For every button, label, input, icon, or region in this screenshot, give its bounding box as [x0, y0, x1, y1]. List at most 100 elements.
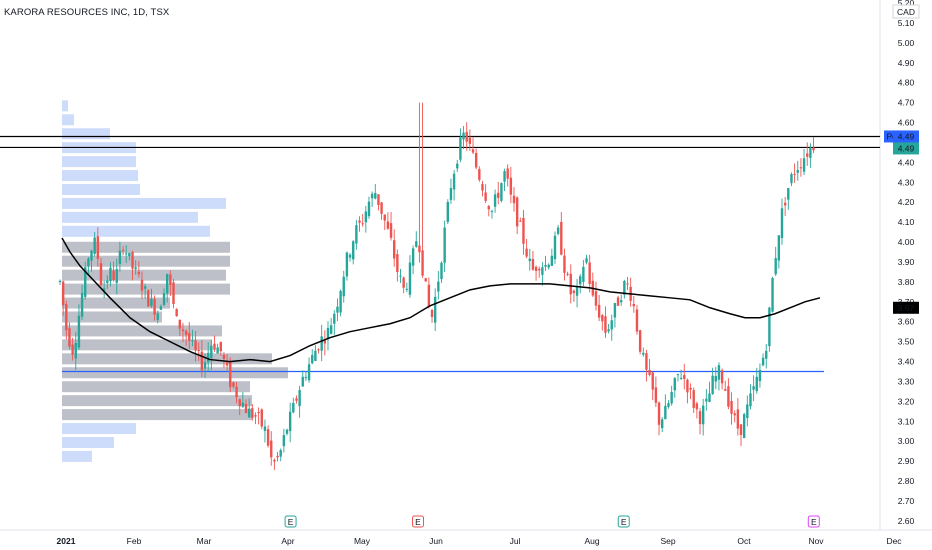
candle-body [118, 250, 122, 264]
y-tick-label: 4.60 [898, 118, 915, 128]
candle-body [449, 188, 453, 200]
volume-profile-bar [62, 311, 162, 323]
candle-body [626, 283, 629, 285]
candle-body [336, 306, 339, 313]
candle-body [197, 350, 200, 352]
candle-body [648, 369, 651, 376]
candle-body [128, 252, 131, 257]
candle-body [752, 386, 755, 390]
candle-body [601, 315, 604, 322]
candle-body [635, 309, 639, 332]
candle-body [244, 403, 248, 413]
candle-body [238, 399, 241, 407]
x-tick-label: Dec [886, 536, 902, 546]
candle-body [203, 362, 207, 369]
candle-body [544, 265, 547, 267]
volume-profile-bar [62, 353, 272, 365]
candle-body [443, 227, 446, 263]
event-marker-label: E [811, 517, 817, 527]
candle-body [411, 248, 415, 266]
candle-body [474, 152, 478, 168]
candle-body [364, 211, 368, 223]
candle-body [487, 206, 490, 210]
event-marker-earnings_red [412, 515, 425, 528]
candle-body [112, 270, 115, 281]
x-tick-label: Nov [808, 536, 824, 546]
candle-body [304, 377, 308, 379]
candle-body [61, 281, 65, 306]
candle-body [478, 169, 481, 180]
y-tick-label: 4.10 [898, 217, 915, 227]
candle-body [686, 379, 689, 393]
y-tick-label: 4.80 [898, 78, 915, 88]
candle-body [175, 309, 178, 317]
candle-body [692, 390, 695, 408]
candle-body [320, 336, 323, 351]
candle-body [793, 173, 796, 175]
y-tick-label: 3.90 [898, 257, 915, 267]
y-tick-label: 5.10 [898, 18, 915, 28]
candle-body [90, 250, 93, 261]
candle-body [295, 398, 298, 401]
volume-profile-bar [62, 128, 110, 140]
candle-body [71, 344, 74, 355]
candle-body [427, 284, 431, 308]
ma-value-label-bg [893, 301, 919, 314]
candle-body [125, 253, 128, 255]
candle-body [172, 282, 175, 305]
volume-profile-bar [62, 423, 136, 435]
candle-body [247, 408, 251, 418]
y-tick-label: 2.60 [898, 516, 915, 526]
candle-body [279, 450, 282, 457]
candle-body [515, 197, 519, 227]
event-marker-dividend [807, 515, 820, 528]
candle-body [717, 365, 721, 380]
candle-body [165, 273, 169, 294]
candle-body [755, 376, 758, 392]
volume-profile-bar [62, 114, 74, 126]
candle-body [254, 415, 257, 417]
candle-body [695, 403, 699, 410]
candle-body [169, 274, 172, 285]
candle-body [317, 349, 320, 351]
candle-body [594, 291, 598, 306]
candle-body [402, 277, 405, 288]
candle-body [352, 241, 355, 260]
candle-body [232, 382, 235, 387]
chart-title: KARORA RESOURCES INC, 1D, TSX [4, 7, 170, 18]
candle-body [433, 296, 437, 323]
candle-body [676, 374, 680, 376]
y-tick-label: 3.80 [898, 277, 915, 287]
candle-body [727, 386, 730, 407]
y-tick-label: 5.20 [898, 0, 915, 8]
candle-body [348, 254, 352, 258]
event-marker-label: E [415, 517, 421, 527]
candle-body [585, 258, 588, 263]
candle-body [509, 177, 513, 195]
candle-body [80, 292, 84, 317]
candle-body [370, 193, 374, 199]
candle-body [512, 195, 516, 204]
candle-body [213, 343, 216, 350]
y-tick-label: 3.30 [898, 376, 915, 386]
candle-body [730, 400, 733, 414]
y-tick-label: 4.40 [898, 157, 915, 167]
candle-body [550, 255, 554, 266]
candle-body [566, 273, 569, 275]
candle-body [415, 241, 418, 247]
candle-body [301, 376, 304, 387]
candle-body [424, 278, 427, 282]
candle-body [408, 262, 412, 295]
volume-profile-bar [62, 367, 288, 379]
candle-body [553, 235, 557, 260]
candle-body [569, 273, 572, 295]
candle-body [329, 325, 333, 334]
event-marker-earnings [617, 515, 630, 528]
candle-body [361, 223, 364, 225]
candle-body [276, 455, 279, 458]
candle-body [654, 387, 658, 403]
candle-body [579, 276, 582, 285]
candle-body [604, 316, 607, 333]
post-price-label: 4.49 [898, 131, 915, 141]
